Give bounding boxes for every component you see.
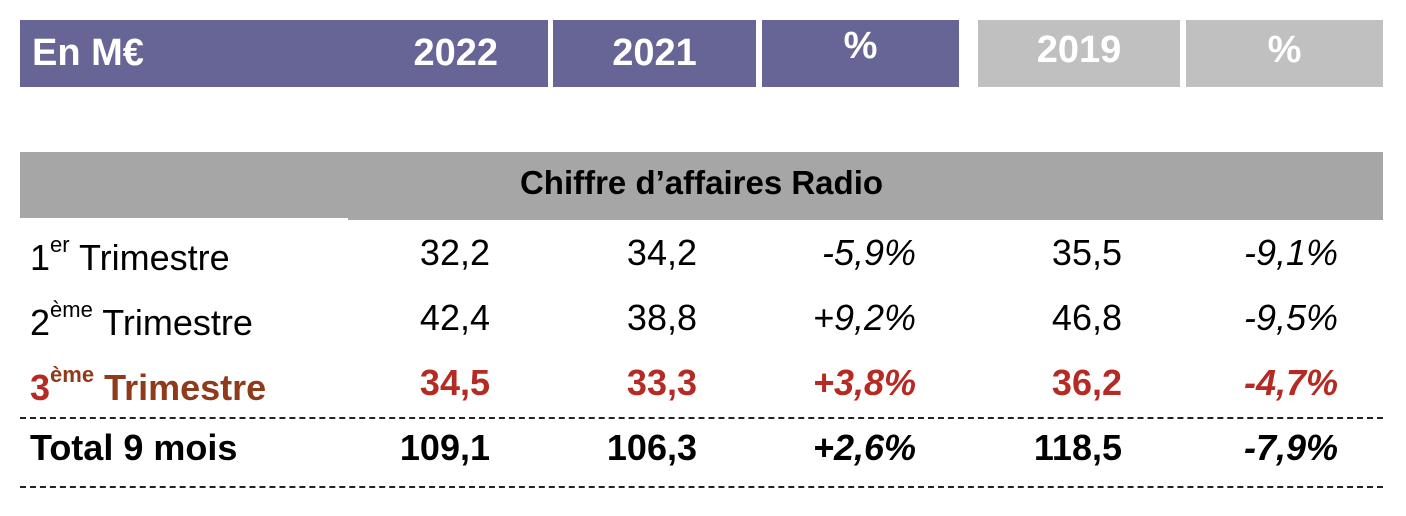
dashed-divider <box>20 486 1383 488</box>
cell-pct: +3,8% <box>812 362 916 403</box>
cell-2019: 36,2 <box>1051 362 1122 403</box>
cell-2021: 38,8 <box>626 297 697 338</box>
header-2022: 2022 <box>413 32 498 74</box>
cell-2022: 34,5 <box>419 362 490 403</box>
row-label: 1er Trimestre <box>30 232 230 278</box>
cell-2021: 33,3 <box>626 362 697 403</box>
cell-2019: 118,5 <box>1033 427 1122 468</box>
cell-2022: 42,4 <box>419 297 490 338</box>
total-row: Total 9 mois 109,1 106,3 +2,6% 118,5 -7,… <box>0 427 1406 487</box>
dashed-divider <box>20 417 1383 419</box>
cell-pct: +9,2% <box>812 297 916 338</box>
cell-pct-2019: -7,9% <box>1243 427 1338 468</box>
row-label: 3ème Trimestre <box>30 362 267 408</box>
cell-pct-2019: -9,5% <box>1243 297 1338 338</box>
total-label: Total 9 mois <box>30 427 238 468</box>
cell-pct-2019: -4,7% <box>1243 362 1338 403</box>
cell-pct: -5,9% <box>821 232 916 273</box>
header-pct: % <box>762 20 959 87</box>
table-row-highlight: 3ème Trimestre 34,5 33,3 +3,8% 36,2 -4,7… <box>0 362 1406 422</box>
cell-pct: +2,6% <box>812 427 916 468</box>
band-notch <box>20 218 348 221</box>
cell-2022: 109,1 <box>399 427 490 468</box>
cell-2019: 35,5 <box>1051 232 1122 273</box>
table-row: 2ème Trimestre 42,4 38,8 +9,2% 46,8 -9,5… <box>0 297 1406 357</box>
header-pct-2019: % <box>1186 20 1383 87</box>
table-row: 1er Trimestre 32,2 34,2 -5,9% 35,5 -9,1% <box>0 232 1406 292</box>
unit-label: En M€ <box>32 32 144 74</box>
cell-2021: 106,3 <box>606 427 697 468</box>
cell-pct-2019: -9,1% <box>1243 232 1338 273</box>
header-unit-cell: En M€ 2022 <box>20 20 548 87</box>
section-title: Chiffre d’affaires Radio <box>20 152 1383 220</box>
cell-2022: 32,2 <box>419 232 490 273</box>
cell-2019: 46,8 <box>1051 297 1122 338</box>
header-2019: 2019 <box>978 20 1180 87</box>
cell-2021: 34,2 <box>626 232 697 273</box>
row-label: 2ème Trimestre <box>30 297 253 343</box>
header-2021: 2021 <box>553 20 756 87</box>
